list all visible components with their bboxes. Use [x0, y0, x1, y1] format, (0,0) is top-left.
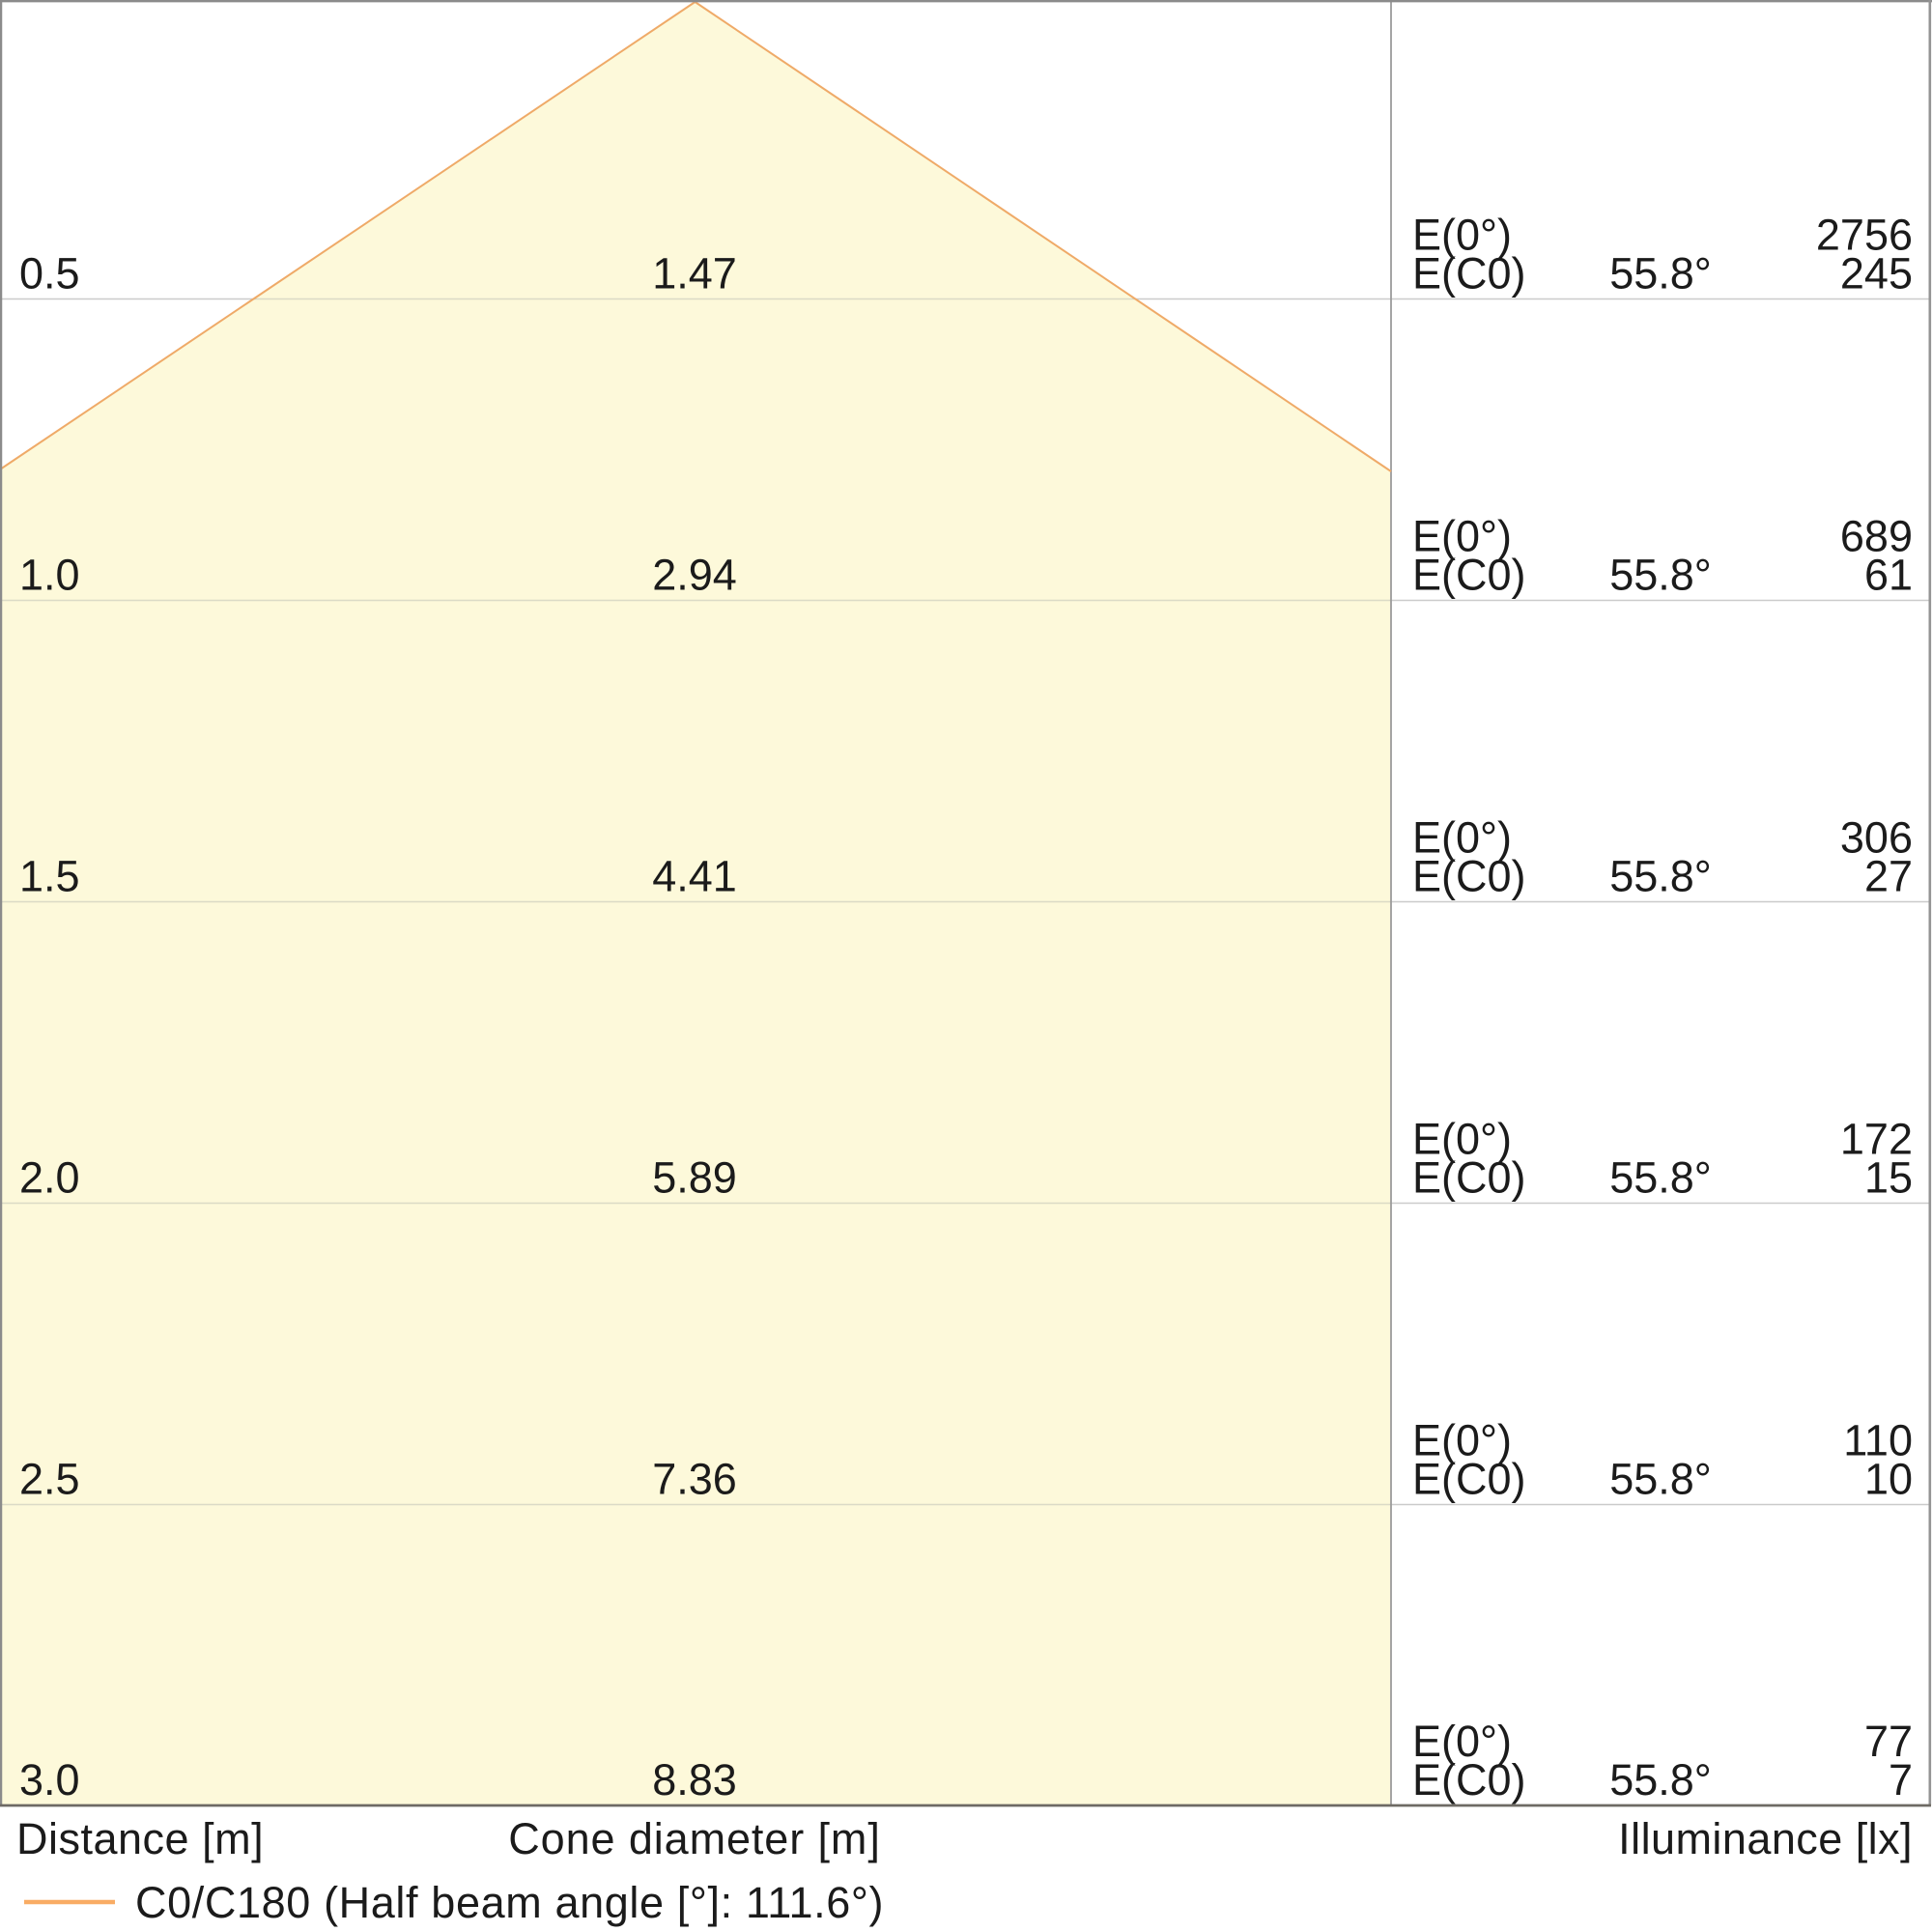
svg-text:Cone diameter [m]: Cone diameter [m]	[508, 1814, 880, 1863]
svg-text:55.8°: 55.8°	[1609, 1455, 1712, 1504]
svg-text:1.47: 1.47	[652, 249, 737, 298]
svg-text:E(0°): E(0°)	[1412, 1115, 1512, 1164]
svg-text:10: 10	[1864, 1455, 1913, 1504]
svg-text:1.5: 1.5	[19, 852, 80, 901]
svg-text:172: 172	[1840, 1115, 1913, 1164]
svg-text:2.5: 2.5	[19, 1455, 80, 1504]
svg-text:689: 689	[1840, 512, 1913, 561]
svg-text:61: 61	[1864, 551, 1913, 600]
svg-text:E(C0): E(C0)	[1412, 551, 1526, 600]
svg-text:E(C0): E(C0)	[1412, 249, 1526, 298]
svg-text:E(0°): E(0°)	[1412, 813, 1512, 863]
svg-text:1.0: 1.0	[19, 551, 80, 600]
svg-text:8.83: 8.83	[652, 1755, 737, 1804]
svg-text:E(C0): E(C0)	[1412, 1153, 1526, 1203]
svg-text:E(0°): E(0°)	[1412, 1416, 1512, 1465]
svg-text:Distance [m]: Distance [m]	[16, 1814, 264, 1863]
svg-text:C0/C180 (Half beam angle [°]:: C0/C180 (Half beam angle [°]: 111.6°)	[135, 1878, 884, 1927]
svg-text:5.89: 5.89	[652, 1153, 737, 1203]
svg-text:E(C0): E(C0)	[1412, 1755, 1526, 1804]
svg-text:2.94: 2.94	[652, 551, 737, 600]
svg-text:306: 306	[1840, 813, 1913, 863]
svg-text:E(C0): E(C0)	[1412, 852, 1526, 901]
svg-text:E(0°): E(0°)	[1412, 1717, 1512, 1766]
svg-text:245: 245	[1840, 249, 1913, 298]
svg-text:55.8°: 55.8°	[1609, 852, 1712, 901]
svg-text:E(C0): E(C0)	[1412, 1455, 1526, 1504]
svg-text:3.0: 3.0	[19, 1755, 80, 1804]
svg-text:4.41: 4.41	[652, 852, 737, 901]
svg-text:E(0°): E(0°)	[1412, 211, 1512, 260]
svg-text:55.8°: 55.8°	[1609, 1755, 1712, 1804]
svg-text:55.8°: 55.8°	[1609, 1153, 1712, 1203]
svg-text:0.5: 0.5	[19, 249, 80, 298]
svg-text:E(0°): E(0°)	[1412, 512, 1512, 561]
svg-text:27: 27	[1864, 852, 1913, 901]
svg-text:77: 77	[1864, 1717, 1913, 1766]
svg-text:7: 7	[1889, 1755, 1913, 1804]
svg-text:7.36: 7.36	[652, 1455, 737, 1504]
svg-text:2756: 2756	[1816, 211, 1913, 260]
svg-text:110: 110	[1843, 1416, 1913, 1465]
svg-text:2.0: 2.0	[19, 1153, 80, 1203]
svg-text:15: 15	[1864, 1153, 1913, 1203]
svg-text:Illuminance [lx]: Illuminance [lx]	[1618, 1814, 1913, 1863]
svg-text:55.8°: 55.8°	[1609, 249, 1712, 298]
svg-text:55.8°: 55.8°	[1609, 551, 1712, 600]
